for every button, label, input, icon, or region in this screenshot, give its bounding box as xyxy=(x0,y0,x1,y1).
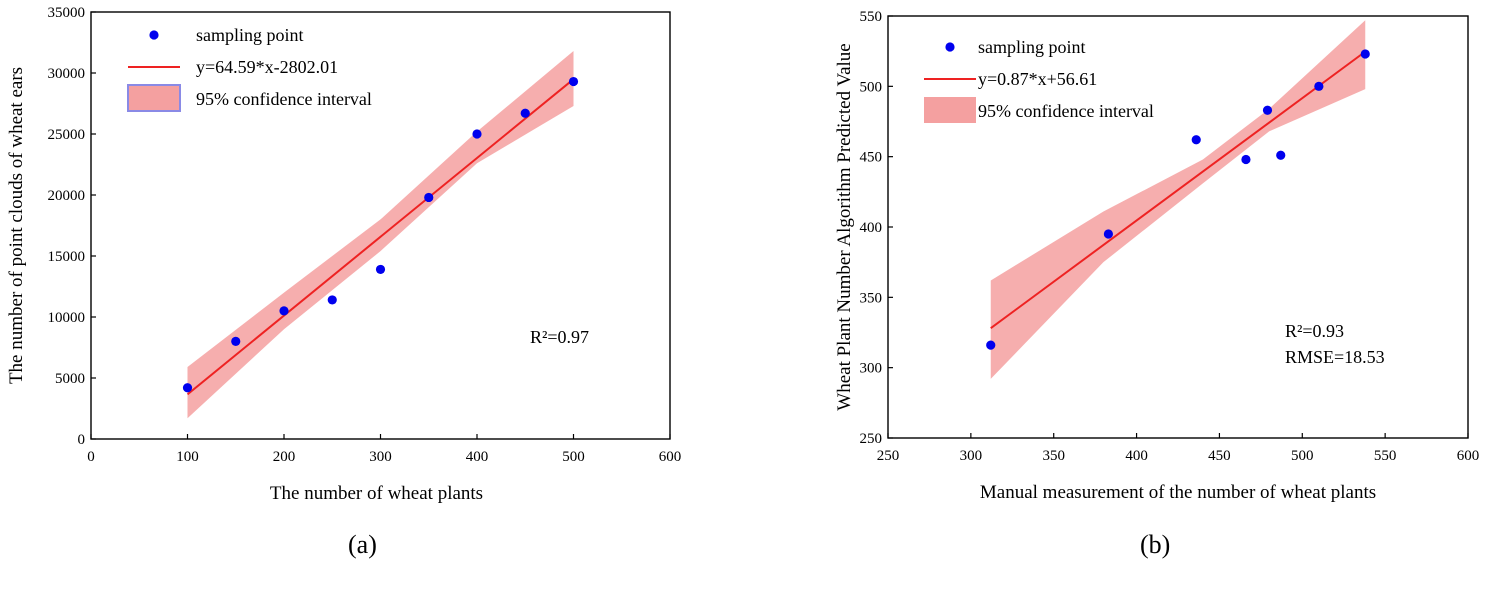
x-tick-label: 300 xyxy=(960,448,983,464)
sampling-point xyxy=(182,383,193,393)
y-axis-title: Wheat Plant Number Algorithm Predicted V… xyxy=(834,43,855,410)
sampling-point xyxy=(1103,229,1113,239)
legend-confidence-interval: 95% confidence interval xyxy=(978,101,1154,121)
sampling-point xyxy=(1262,105,1273,115)
sampling-point xyxy=(424,192,434,203)
legend-fit-equation: y=0.87*x+56.61 xyxy=(978,69,1097,89)
chart-a: 0 100 200 300 400 500 600 0 5000 10000 15000 20000 2… xyxy=(6,5,682,504)
y-tick-label: 5000 xyxy=(55,371,85,387)
x-tick-label: 200 xyxy=(273,449,296,465)
x-axis-title: The number of wheat plants xyxy=(270,483,483,504)
r-squared-annotation: R²=0.97 xyxy=(530,327,589,347)
legend-point-marker xyxy=(945,42,955,52)
legend-sampling-point: sampling point xyxy=(196,25,304,45)
x-tick-label: 400 xyxy=(1125,448,1148,464)
legend-point-marker xyxy=(149,30,159,40)
legend-band-swatch xyxy=(924,97,976,123)
y-tick-label: 300 xyxy=(860,361,883,377)
y-tick-label: 25000 xyxy=(48,127,86,143)
panel-b-caption: (b) xyxy=(1140,530,1171,559)
sampling-point xyxy=(279,306,289,316)
sampling-point xyxy=(375,264,386,275)
panel-a: 0 100 200 300 400 500 600 0 5000 10000 15000 20000 2… xyxy=(0,0,700,585)
panel-a-caption: (a) xyxy=(348,530,377,559)
sampling-point xyxy=(327,295,337,305)
x-tick-label: 550 xyxy=(1374,448,1397,464)
y-axis-title: The number of point clouds of wheat ears xyxy=(6,67,27,384)
confidence-band xyxy=(187,51,574,419)
r-squared-annotation: R²=0.93 xyxy=(1285,321,1344,341)
sampling-point xyxy=(472,129,482,139)
chart-b: 250 300 350 400 450 500 550 600 250 300 350 400 450 5… xyxy=(834,9,1480,503)
y-tick-label: 30000 xyxy=(48,66,86,82)
x-tick-label: 600 xyxy=(659,449,682,465)
x-tick-label: 250 xyxy=(877,448,900,464)
y-tick-label: 20000 xyxy=(48,188,86,204)
sampling-point xyxy=(520,108,530,118)
legend-fit-equation: y=64.59*x-2802.01 xyxy=(196,57,338,77)
legend-confidence-interval: 95% confidence interval xyxy=(196,89,372,109)
x-axis-title: Manual measurement of the number of whea… xyxy=(980,482,1376,503)
fit-line xyxy=(186,78,575,396)
y-tick-label: 450 xyxy=(860,150,883,166)
y-tick-label: 10000 xyxy=(48,310,86,326)
x-tick-label: 450 xyxy=(1208,448,1231,464)
x-tick-label: 500 xyxy=(1291,448,1314,464)
y-tick-label: 400 xyxy=(860,220,883,236)
panel-b: 250 300 350 400 450 500 550 600 250 300 350 400 450 5… xyxy=(740,0,1494,585)
legend-sampling-point: sampling point xyxy=(978,37,1086,57)
fit-line xyxy=(990,50,1366,330)
x-tick-label: 500 xyxy=(562,449,585,465)
sampling-point xyxy=(1360,49,1370,59)
y-tick-label: 35000 xyxy=(48,5,86,21)
legend-band-swatch xyxy=(127,84,181,112)
x-tick-label: 400 xyxy=(466,449,489,465)
sampling-point xyxy=(231,336,241,346)
y-tick-label: 15000 xyxy=(48,249,86,265)
sampling-point xyxy=(568,76,579,87)
y-tick-label: 500 xyxy=(860,79,883,95)
y-tick-label: 350 xyxy=(860,290,883,306)
y-tick-label: 0 xyxy=(78,432,86,448)
sampling-point xyxy=(986,340,996,350)
sampling-point xyxy=(1241,154,1251,165)
x-tick-label: 100 xyxy=(176,449,199,465)
rmse-annotation: RMSE=18.53 xyxy=(1285,347,1385,367)
x-tick-label: 600 xyxy=(1457,448,1480,464)
y-tick-label: 550 xyxy=(860,9,883,25)
x-tick-label: 350 xyxy=(1042,448,1065,464)
sampling-point xyxy=(1191,135,1201,145)
sampling-point xyxy=(1314,81,1324,91)
y-tick-label: 250 xyxy=(860,431,883,447)
x-tick-label: 0 xyxy=(87,449,95,465)
x-tick-label: 300 xyxy=(369,449,392,465)
sampling-point xyxy=(1276,150,1286,160)
